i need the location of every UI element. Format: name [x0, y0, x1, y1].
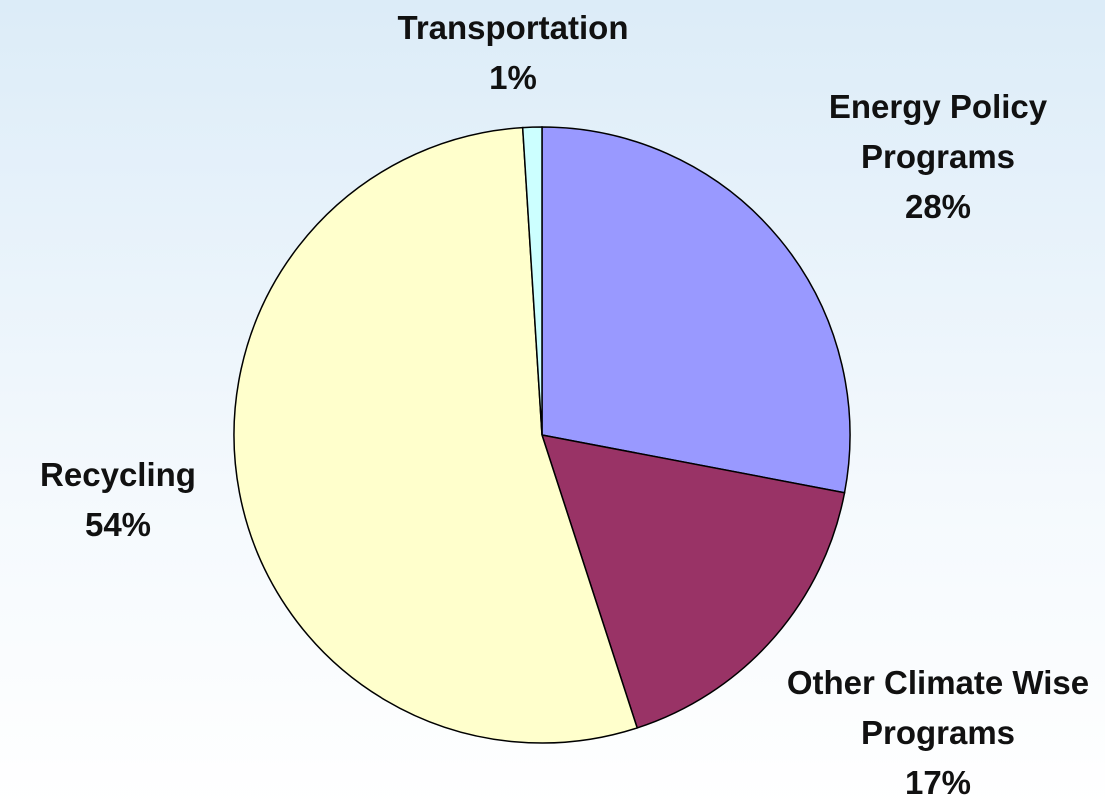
value-label: 17%: [904, 764, 972, 801]
value-label: 28%: [904, 188, 972, 225]
pie-slice: [541, 126, 851, 494]
slice-label: Recycling 54%: [0, 450, 238, 550]
category-label: Other Climate Wise Programs: [786, 664, 1090, 751]
category-label: Energy Policy Programs: [828, 88, 1048, 175]
value-label: 54%: [84, 506, 152, 543]
pie-slice: [233, 126, 639, 744]
category-label: Recycling: [40, 456, 196, 493]
slice-label: Other Climate Wise Programs 17%: [778, 658, 1098, 808]
slice-label: Transportation 1%: [353, 3, 673, 103]
slice-label: Energy Policy Programs 28%: [778, 82, 1098, 232]
value-label: 1%: [489, 59, 537, 96]
pie-slice: [521, 126, 543, 436]
category-label: Transportation: [397, 9, 629, 46]
pie-slice: [540, 434, 846, 729]
